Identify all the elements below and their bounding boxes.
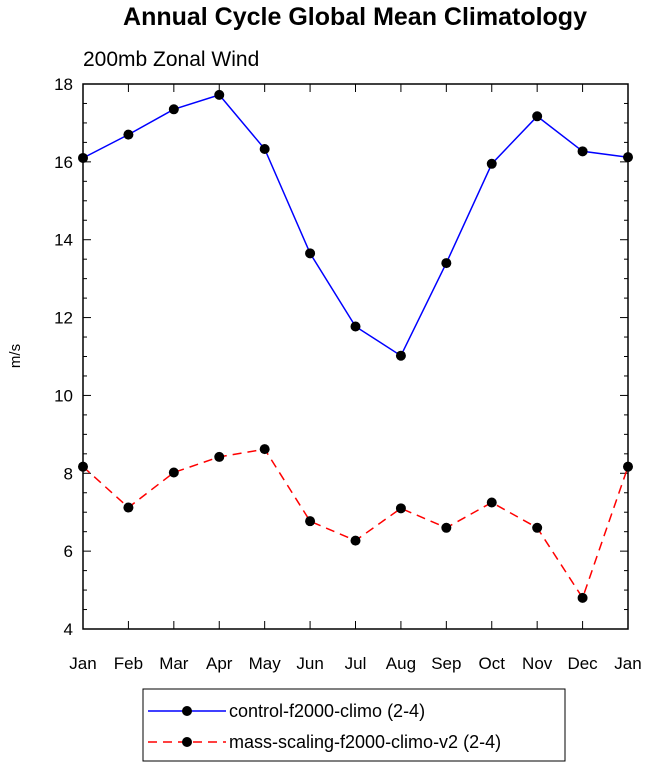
y-axis-label: m/s	[7, 344, 24, 368]
data-point-series-1	[577, 592, 588, 603]
data-point-series-1	[532, 522, 543, 533]
series-lines	[82, 94, 629, 600]
x-tick-label: Jan	[614, 654, 641, 673]
x-tick-label: Sep	[431, 654, 461, 673]
data-point-series-0	[123, 129, 134, 140]
axis-ticks	[82, 83, 629, 630]
legend-marker-0	[182, 706, 192, 716]
series-markers	[78, 89, 633, 603]
y-tick-label: 18	[54, 75, 73, 94]
y-tick-label: 14	[54, 231, 73, 250]
legend-label-0: control-f2000-climo (2-4)	[229, 701, 425, 721]
data-point-series-1	[486, 497, 497, 508]
data-point-series-1	[305, 516, 316, 527]
legend-box	[142, 688, 566, 762]
data-point-series-0	[259, 144, 270, 155]
x-tick-label: Nov	[522, 654, 553, 673]
y-tick-label: 4	[64, 620, 73, 639]
data-point-series-1	[214, 451, 225, 462]
chart-subtitle: 200mb Zonal Wind	[83, 48, 259, 71]
data-point-series-1	[168, 467, 179, 478]
x-tick-label: Feb	[114, 654, 143, 673]
y-tick-label: 16	[54, 153, 73, 172]
x-tick-label: May	[249, 654, 282, 673]
data-point-series-1	[395, 503, 406, 514]
data-point-series-0	[532, 111, 543, 122]
data-point-series-1	[350, 535, 361, 546]
x-tick-label: Jul	[345, 654, 367, 673]
data-point-series-0	[395, 350, 406, 361]
x-tick-label: Apr	[206, 654, 233, 673]
data-point-series-0	[486, 158, 497, 169]
series-line-0	[82, 94, 629, 357]
x-tick-label: Jan	[69, 654, 96, 673]
x-tick-label: Aug	[386, 654, 416, 673]
x-tick-label: Jun	[296, 654, 323, 673]
data-point-series-1	[123, 502, 134, 513]
data-point-series-1	[259, 444, 270, 455]
y-tick-label: 6	[64, 542, 73, 561]
y-tick-label: 10	[54, 386, 73, 405]
tick-labels: 4 6 8 10 12 14 16 18 Jan Feb Mar Apr May Jun Jul Aug Sep…	[54, 75, 642, 673]
y-tick-label: 12	[54, 309, 73, 328]
y-tick-label: 8	[64, 464, 73, 483]
chart-title: Annual Cycle Global Mean Climatology	[123, 3, 587, 31]
data-point-series-0	[305, 248, 316, 259]
plot-frame	[82, 83, 629, 630]
data-point-series-0	[577, 146, 588, 157]
legend-label-1: mass-scaling-f2000-climo-v2 (2-4)	[229, 732, 501, 752]
legend-marker-1	[182, 737, 192, 747]
legend: control-f2000-climo (2-4) mass-scaling-f…	[142, 688, 566, 762]
x-tick-label: Mar	[159, 654, 189, 673]
data-point-series-0	[350, 321, 361, 332]
x-tick-label: Oct	[479, 654, 506, 673]
data-point-series-1	[441, 522, 452, 533]
data-point-series-0	[214, 89, 225, 100]
data-point-series-0	[168, 104, 179, 115]
x-tick-label: Dec	[567, 654, 598, 673]
series-line-1	[82, 448, 629, 600]
data-point-series-0	[441, 258, 452, 269]
